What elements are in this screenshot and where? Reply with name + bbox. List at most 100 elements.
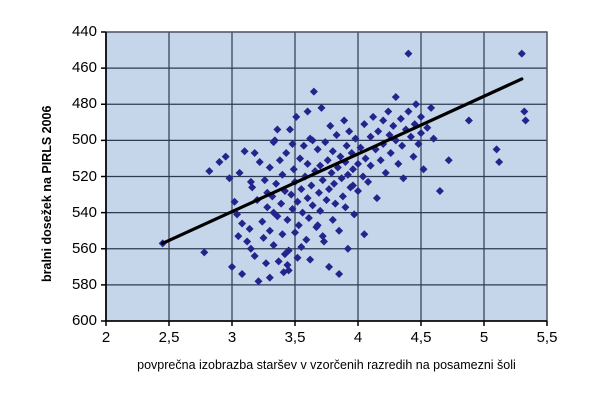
data-point-marker [341,203,350,212]
data-point-marker [318,176,327,185]
data-point-marker [250,251,259,260]
data-point-marker [250,149,259,158]
data-point-marker [517,49,526,58]
data-point-marker [331,199,340,208]
data-point-marker [348,165,357,174]
data-point-marker [272,179,281,188]
data-point-marker [327,168,336,177]
data-point-marker [398,141,407,150]
data-point-marker [520,107,529,116]
data-point-marker [200,248,209,257]
data-point-marker [332,130,341,139]
data-point-marker [299,141,308,150]
data-point-marker [303,107,312,116]
x-tick-label: 3,5 [284,329,306,346]
data-point-marker [350,210,359,219]
data-point-marker [269,241,278,250]
data-point-marker [316,206,325,215]
data-point-marker [444,156,453,165]
data-point-marker [296,154,305,163]
data-point-marker [243,237,252,246]
data-point-marker [275,156,284,165]
data-point-marker [328,147,337,156]
data-point-marker [366,132,375,141]
data-point-marker [307,181,316,190]
data-point-marker [294,221,303,230]
data-point-marker [205,167,214,176]
data-point-marker [259,233,268,242]
data-point-marker [292,112,301,121]
data-point-marker [238,270,247,279]
x-tick-label: 2,5 [158,329,180,346]
data-point-marker [429,134,438,143]
data-point-marker [254,277,263,286]
data-point-marker [283,261,292,270]
data-point-marker [263,203,272,212]
x-tick-label: 4,5 [410,329,432,346]
data-point-marker [495,158,504,167]
y-tick-label: 460 [71,59,97,77]
data-point-marker [399,174,408,183]
data-point-marker [289,165,298,174]
data-point-marker [343,170,352,179]
data-point-marker [265,273,274,282]
data-point-marker [215,158,224,167]
data-point-marker [293,253,302,262]
data-point-marker [337,174,346,183]
data-point-marker [325,185,334,194]
x-axis-title: povprečna izobrazba staršev v vzorčenih … [137,358,516,372]
data-point-marker [361,154,370,163]
data-point-marker [411,100,420,109]
y-axis-title: bralni dosežek na PIRLS 2006 [40,105,54,282]
data-point-marker [297,242,306,251]
data-point-marker [269,208,278,217]
data-point-marker [321,138,330,147]
data-point-marker [230,197,239,206]
data-point-marker [228,262,236,271]
data-point-marker [265,226,274,235]
y-tick-label: 560 [71,239,97,257]
data-point-marker [340,116,349,125]
x-tick-label: 5,5 [536,329,558,346]
data-point-marker [521,116,530,125]
data-point-marker [291,228,299,237]
data-points [158,49,530,286]
data-point-marker [248,183,257,192]
data-point-marker [313,221,322,230]
data-point-marker [323,156,332,165]
data-point-marker [297,185,306,194]
data-point-marker [322,195,331,204]
data-point-marker [384,107,393,116]
data-point-marker [326,121,335,130]
data-point-marker [316,161,325,170]
data-point-marker [282,149,291,158]
data-point-marker [404,107,413,116]
data-point-marker [423,123,432,132]
data-point-marker [309,87,318,96]
data-point-marker [359,172,368,181]
data-point-marker [283,215,292,224]
data-point-marker [240,147,249,156]
y-tick-label: 600 [71,312,97,329]
data-point-marker [354,159,362,168]
data-point-marker [427,103,436,112]
data-point-marker [417,112,425,121]
data-point-marker [303,194,312,203]
data-point-marker [492,145,501,154]
data-point-marker [336,152,345,161]
data-point-marker [345,127,354,136]
data-point-marker [379,116,388,125]
data-point-marker [376,156,385,165]
data-point-marker [284,266,293,275]
data-point-marker [225,174,234,183]
data-point-marker [313,145,322,154]
y-tick-label: 520 [71,167,97,185]
data-point-marker [269,138,278,147]
data-point-marker [360,230,369,239]
data-point-marker [330,179,339,188]
data-point-marker [265,163,274,172]
data-point-marker [360,120,369,129]
data-point-marker [280,250,289,259]
data-point-marker [302,235,311,244]
